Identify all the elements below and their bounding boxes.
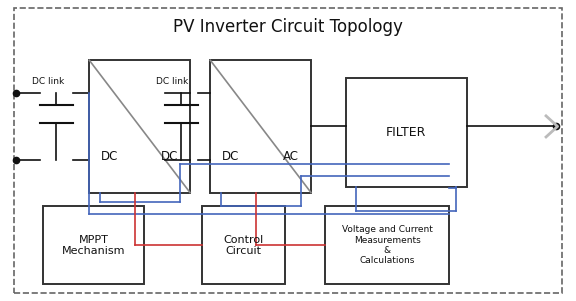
Bar	[43, 206, 144, 284]
Bar	[202, 206, 285, 284]
Text: DC link: DC link	[156, 77, 188, 86]
Text: Control
Circuit: Control Circuit	[223, 234, 263, 256]
Text: PV Inverter Circuit Topology: PV Inverter Circuit Topology	[173, 18, 403, 36]
Text: Voltage and Current
Measurements
&
Calculations: Voltage and Current Measurements & Calcu…	[342, 225, 433, 265]
Text: FILTER: FILTER	[386, 126, 426, 139]
Text: DC: DC	[101, 150, 118, 163]
Text: AC: AC	[283, 150, 299, 163]
Text: DC: DC	[222, 150, 239, 163]
Bar	[346, 78, 467, 187]
Text: DC link: DC link	[32, 77, 64, 86]
Bar	[210, 60, 311, 193]
Bar	[89, 60, 190, 193]
Text: DC: DC	[161, 150, 179, 163]
Text: MPPT
Mechanism: MPPT Mechanism	[62, 234, 126, 256]
Bar	[325, 206, 449, 284]
